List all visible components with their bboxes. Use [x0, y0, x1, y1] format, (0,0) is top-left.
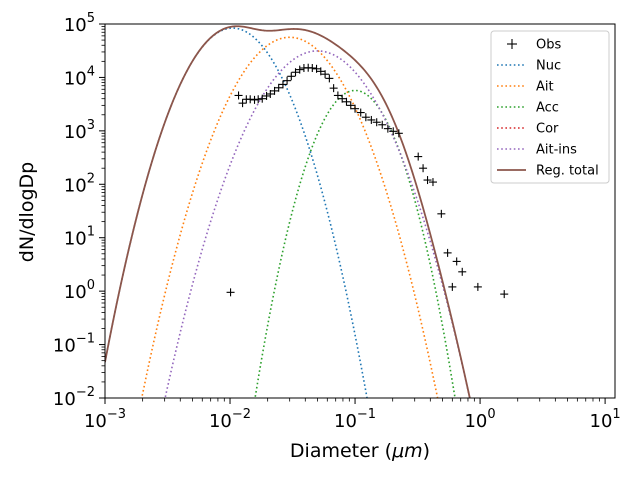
obs-point: [258, 94, 267, 103]
obs-point: [254, 95, 263, 104]
legend-label: Ait-ins: [536, 143, 577, 158]
obs-point: [437, 209, 446, 218]
obs-point: [291, 68, 300, 77]
obs-point: [372, 118, 381, 127]
legend-entry-reg-total: Reg. total: [497, 164, 599, 179]
y-tick-label: 105: [64, 11, 95, 36]
obs-point: [329, 84, 338, 93]
legend-entry-ait-ins: Ait-ins: [497, 143, 577, 158]
x-axis-label: Diameter (μm): [290, 440, 430, 462]
y-tick-label: 102: [64, 171, 95, 196]
obs-point: [414, 152, 423, 161]
obs-point: [226, 288, 235, 297]
legend-box: [490, 30, 610, 184]
obs-point: [389, 127, 398, 136]
legend-entry-nuc: Nuc: [497, 59, 561, 74]
obs-point: [238, 99, 247, 108]
obs-point: [351, 104, 360, 113]
obs-point: [278, 80, 287, 89]
y-tick-label: 103: [64, 118, 95, 143]
obs-point: [338, 94, 347, 103]
obs-point: [356, 108, 365, 117]
obs-point: [333, 91, 342, 100]
legend-label: Cor: [536, 122, 559, 137]
x-tick-label: 10−3: [84, 407, 126, 432]
y-tick-label: 101: [64, 225, 95, 250]
obs-point: [287, 72, 296, 81]
obs-point: [270, 86, 279, 95]
obs-point: [361, 113, 370, 122]
legend: Obs Nuc Ait Acc Cor Ait-ins Reg. total: [490, 30, 610, 184]
legend-entry-ait: Ait: [497, 80, 554, 95]
ticks-layer: 10−3 10−2 10−1 100 10110−210−110010110210310…: [53, 11, 621, 432]
legend-entry-obs: Obs: [507, 38, 561, 53]
obs-point: [346, 101, 355, 110]
x-tick-label: 10−1: [334, 407, 376, 432]
obs-point: [312, 64, 321, 73]
obs-point: [383, 124, 392, 133]
obs-point: [458, 267, 467, 276]
x-tick-label: 10−2: [209, 407, 251, 432]
obs-point: [367, 115, 376, 124]
x-tick-label: 100: [464, 407, 495, 432]
obs-point: [428, 178, 437, 187]
legend-label: Ait: [536, 80, 554, 95]
obs-point: [246, 95, 255, 104]
obs-point: [448, 282, 457, 291]
series-line-nuc: [105, 27, 368, 398]
y-tick-label: 10−1: [53, 332, 95, 357]
obs-point: [234, 91, 243, 100]
obs-point: [473, 282, 482, 291]
legend-label: Reg. total: [536, 164, 599, 179]
obs-point: [378, 120, 387, 129]
series-line-reg-total: [105, 25, 471, 398]
obs-point: [274, 83, 283, 92]
x-tick-label: 101: [590, 407, 621, 432]
obs-point: [500, 290, 509, 299]
obs-point: [443, 248, 452, 257]
obs-point: [394, 129, 403, 138]
obs-point: [419, 164, 428, 173]
y-tick-label: 10−2: [53, 385, 95, 410]
series-line-ait: [140, 36, 439, 398]
y-tick-label: 104: [64, 64, 95, 89]
obs-point: [452, 257, 461, 266]
obs-point: [283, 76, 292, 85]
y-tick-label: 100: [64, 278, 95, 303]
legend-label: Nuc: [536, 59, 561, 74]
legend-entry-acc: Acc: [497, 101, 559, 116]
obs-point: [325, 74, 334, 83]
legend-label: Obs: [536, 38, 561, 53]
series-line-ait-ins: [164, 50, 471, 398]
legend-entry-cor: Cor: [497, 122, 559, 137]
obs-point: [423, 176, 432, 185]
obs-point: [262, 91, 271, 100]
obs-point: [321, 70, 330, 79]
obs-point: [250, 95, 259, 104]
obs-point: [342, 97, 351, 106]
legend-label: Acc: [536, 101, 559, 116]
obs-point: [316, 67, 325, 76]
obs-point: [308, 64, 317, 73]
y-axis-label: dN/dlogDp: [16, 162, 38, 262]
obs-point: [266, 89, 275, 98]
obs-point: [295, 65, 304, 74]
plot-frame: [104, 23, 616, 399]
series-layer: [105, 25, 509, 398]
